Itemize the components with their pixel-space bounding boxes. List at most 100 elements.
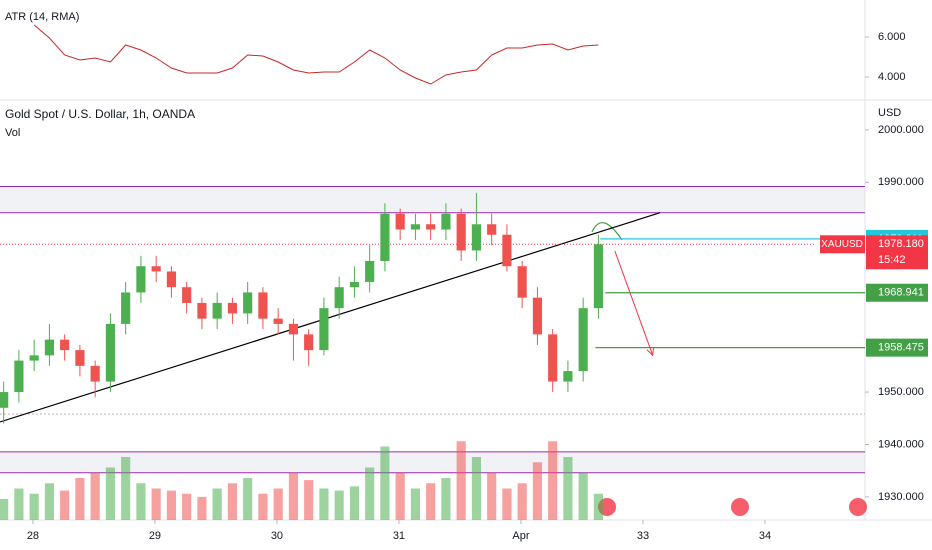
volume-bar	[60, 490, 70, 520]
volume-bar	[121, 457, 131, 520]
candle-body	[243, 292, 253, 314]
zone	[0, 451, 865, 473]
volume-bar	[304, 480, 314, 520]
x-tick-label: 28	[27, 530, 39, 542]
candle-body	[227, 302, 237, 314]
candle-body	[578, 308, 588, 372]
volume-bar	[548, 441, 558, 520]
candle-body	[380, 213, 390, 261]
candle-body	[166, 271, 176, 288]
level-label-box	[866, 283, 928, 302]
candle-body	[563, 371, 573, 382]
candle-body	[60, 339, 70, 351]
event-icon	[731, 498, 749, 516]
volume-bar	[426, 483, 436, 520]
last-price-box	[866, 235, 928, 270]
x-tick-label: 34	[759, 530, 771, 542]
volume-bar	[334, 490, 344, 520]
candle-body	[456, 213, 466, 251]
candle-body	[593, 244, 603, 309]
candle-body	[334, 287, 344, 309]
level-label: 1958.475	[878, 342, 924, 354]
candle-body	[121, 292, 131, 324]
volume-bar	[365, 467, 375, 520]
candle-body	[105, 323, 115, 382]
y-tick-label: 2000.000	[878, 124, 924, 136]
y-tick-label: 1990.000	[878, 176, 924, 188]
indicator-tick-label: 6.000	[878, 31, 906, 43]
volume-bar	[29, 493, 39, 520]
candle-body	[44, 339, 54, 356]
volume-bar	[349, 486, 359, 520]
chart-title: Gold Spot / U.S. Dollar, 1h, OANDA	[5, 107, 195, 121]
candle-body	[288, 323, 298, 335]
candle-body	[319, 308, 329, 351]
candle-body	[0, 392, 9, 408]
volume-bar	[273, 488, 283, 520]
candle-body	[395, 213, 405, 230]
volume-bar	[410, 488, 420, 520]
volume-bar	[136, 483, 146, 520]
event-icon	[849, 498, 867, 516]
level-label-box	[866, 338, 928, 357]
volume-bar	[441, 478, 451, 520]
indicator-line	[33, 24, 599, 85]
volume-bar	[0, 499, 9, 520]
candle-body	[426, 224, 436, 230]
volume-bar	[166, 490, 176, 520]
volume-bar	[456, 441, 466, 520]
y-axis-unit: USD	[878, 107, 901, 119]
y-tick-label: 1950.000	[878, 386, 924, 398]
candle-body	[14, 360, 24, 393]
arrow-head	[646, 347, 655, 357]
volume-bar	[44, 483, 54, 520]
candle-body	[471, 224, 481, 251]
volume-bar	[227, 483, 237, 520]
volume-bar	[578, 472, 588, 520]
candle-body	[75, 350, 85, 366]
x-tick-label: 30	[271, 530, 283, 542]
volume-bar	[380, 446, 390, 520]
zone	[0, 186, 865, 213]
volume-bar	[395, 472, 405, 520]
volume-bar	[487, 472, 497, 520]
volume-bar	[593, 493, 603, 520]
volume-bar	[105, 467, 115, 520]
candle-body	[304, 334, 314, 351]
x-tick-label: Apr	[512, 530, 529, 542]
last-price-label: 1978.180	[878, 238, 924, 250]
candle-body	[532, 297, 542, 335]
volume-bar	[532, 462, 542, 520]
candle-body	[151, 266, 161, 272]
candle-body	[349, 281, 359, 288]
x-tick-label: 29	[149, 530, 161, 542]
indicator-tick-label: 4.000	[878, 71, 906, 83]
x-tick-label: 33	[637, 530, 649, 542]
candle-body	[136, 266, 146, 293]
candle-body	[258, 292, 268, 319]
candle-body	[441, 213, 451, 230]
volume-bar	[212, 488, 222, 520]
indicator-title: ATR (14, RMA)	[5, 11, 79, 23]
event-icons	[598, 498, 867, 516]
arrow	[614, 250, 654, 356]
candle-body	[410, 224, 420, 230]
candle-body	[90, 365, 100, 382]
volume-bar	[151, 488, 161, 520]
candle-body	[502, 234, 512, 267]
candle-body	[487, 224, 497, 235]
candle-body	[29, 355, 39, 361]
volume-bar	[471, 457, 481, 520]
volume-bar	[197, 496, 207, 520]
volume-bar	[243, 478, 253, 520]
volume-bar	[288, 472, 298, 520]
volume-bar	[563, 457, 573, 520]
symbol-box	[820, 235, 865, 254]
volume-bar	[182, 493, 192, 520]
candle-body	[517, 266, 527, 298]
volume-bar	[502, 488, 512, 520]
candle-body	[197, 302, 207, 319]
volume-bar	[258, 493, 268, 520]
